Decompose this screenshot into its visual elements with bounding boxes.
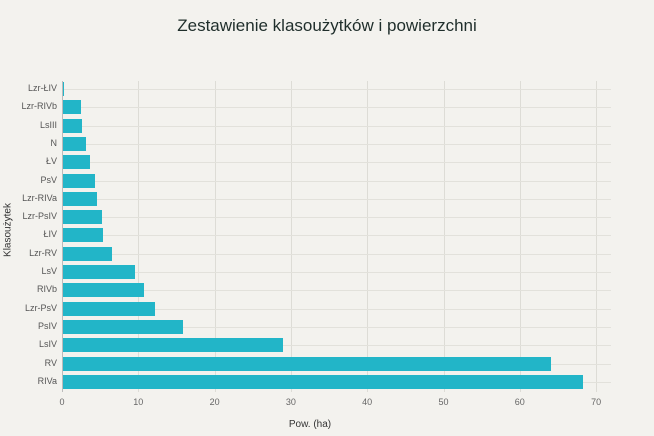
gridline-horizontal bbox=[62, 253, 611, 255]
x-tick-label: 10 bbox=[133, 397, 144, 407]
bar-PsV bbox=[62, 173, 95, 188]
bar-Lzr-RIVb bbox=[62, 100, 82, 115]
y-tick-label: ŁV bbox=[45, 156, 57, 167]
gridline-horizontal bbox=[62, 345, 611, 347]
bar-ŁV bbox=[62, 155, 91, 170]
gridline-horizontal bbox=[62, 143, 611, 145]
y-tick-label: PsIV bbox=[37, 320, 57, 331]
y-tick-label: Lzr-RIVa bbox=[22, 192, 57, 203]
y-tick-label: PsV bbox=[40, 174, 57, 185]
bar-LsIV bbox=[62, 338, 284, 353]
bar-RIVa bbox=[62, 374, 584, 389]
gridline-horizontal bbox=[62, 326, 611, 328]
y-tick-label: Lzr-RIVb bbox=[21, 101, 57, 112]
gridline-horizontal bbox=[62, 308, 611, 310]
bar-N bbox=[62, 136, 86, 151]
gridline-horizontal bbox=[62, 290, 611, 292]
bar-LsV bbox=[62, 265, 136, 279]
y-axis-label: Klasoużytek bbox=[2, 203, 14, 257]
x-tick-label: 30 bbox=[285, 397, 296, 407]
y-tick-label: RIVb bbox=[36, 284, 57, 295]
y-tick-label: Lzr-RV bbox=[29, 247, 57, 258]
gridline-horizontal bbox=[62, 180, 611, 182]
y-axis-line bbox=[62, 81, 63, 392]
gridline-horizontal bbox=[62, 235, 611, 237]
x-tick-label: 50 bbox=[438, 397, 449, 407]
y-tick-label: LsIII bbox=[39, 119, 57, 130]
gridline-vertical bbox=[138, 81, 140, 392]
x-tick-label: 70 bbox=[591, 397, 602, 407]
y-tick-label: RV bbox=[44, 357, 57, 368]
gridline-vertical bbox=[596, 81, 598, 392]
gridline-horizontal bbox=[62, 217, 611, 219]
gridline-horizontal bbox=[62, 198, 611, 200]
gridline-vertical bbox=[214, 81, 216, 392]
gridline-horizontal bbox=[62, 125, 611, 127]
gridline-vertical bbox=[367, 81, 369, 392]
gridline-vertical bbox=[443, 81, 445, 392]
x-tick-label: 20 bbox=[209, 397, 220, 407]
x-tick-label: 60 bbox=[514, 397, 525, 407]
y-tick-label: Lzr-PsV bbox=[24, 302, 57, 313]
y-tick-label: Lzr-ŁIV bbox=[27, 83, 57, 93]
gridline-vertical bbox=[519, 81, 521, 392]
bar-Lzr-PsV bbox=[62, 301, 156, 316]
x-axis-label: Pow. (ha) bbox=[288, 419, 332, 430]
gridline-horizontal bbox=[62, 89, 611, 90]
gridline-horizontal bbox=[62, 162, 611, 164]
x-tick-label: 40 bbox=[362, 397, 373, 407]
chart-title: Zestawienie klasoużytków i powierzchni bbox=[177, 16, 477, 35]
bar-LsIII bbox=[62, 118, 82, 133]
plot-area bbox=[62, 81, 611, 392]
bar-Lzr-PsIV bbox=[62, 210, 102, 225]
bar-RV bbox=[62, 356, 552, 371]
y-tick-label: LsV bbox=[41, 266, 57, 276]
bar-RIVb bbox=[62, 283, 145, 298]
bar-Lzr-RV bbox=[62, 246, 112, 261]
bar-ŁIV bbox=[62, 228, 104, 243]
y-tick-label: LsIV bbox=[38, 339, 57, 350]
y-tick-label: RIVa bbox=[37, 375, 57, 386]
x-tick-label: 0 bbox=[59, 397, 65, 407]
gridline-horizontal bbox=[62, 272, 611, 273]
y-tick-label: ŁIV bbox=[43, 229, 57, 240]
bar-PsIV bbox=[62, 319, 183, 334]
y-tick-label: Lzr-PsIV bbox=[22, 211, 57, 222]
gridline-horizontal bbox=[62, 107, 611, 109]
bar-Lzr-RIVa bbox=[62, 191, 98, 206]
y-tick-label: N bbox=[50, 137, 58, 148]
gridline-vertical bbox=[290, 81, 292, 392]
